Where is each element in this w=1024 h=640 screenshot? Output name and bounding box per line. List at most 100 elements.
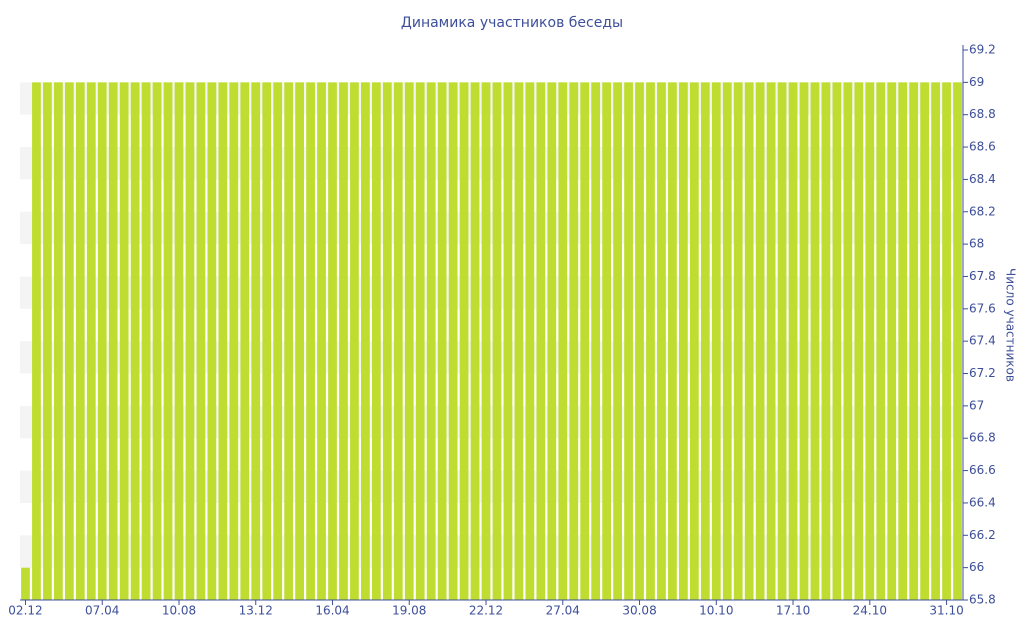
x-tick-label: 31.10 <box>929 604 963 618</box>
bar <box>481 82 491 600</box>
bar <box>766 82 776 600</box>
bar <box>624 82 633 600</box>
bar <box>284 82 294 600</box>
y-tick-label: 68.2 <box>969 204 996 218</box>
bar <box>229 82 239 600</box>
x-tick-label: 30.08 <box>622 604 656 618</box>
bar <box>854 82 864 600</box>
bar <box>689 82 699 600</box>
bar <box>909 82 919 600</box>
bar <box>448 82 458 600</box>
y-tick-label: 66.8 <box>969 431 996 445</box>
y-tick-label: 66.2 <box>969 528 996 542</box>
bar <box>755 82 765 600</box>
bar <box>317 82 326 600</box>
bar <box>657 82 666 600</box>
bar <box>700 82 710 600</box>
bar <box>251 82 261 600</box>
y-tick-label: 68.6 <box>969 140 996 154</box>
y-tick-label: 67.2 <box>969 366 996 380</box>
bar <box>32 82 41 600</box>
bar <box>273 82 283 600</box>
bar <box>141 82 151 600</box>
x-tick-label: 22.12 <box>469 604 503 618</box>
bar <box>86 82 96 600</box>
bar <box>865 82 875 600</box>
bar <box>306 82 315 600</box>
x-tick-label: 02.12 <box>8 604 42 618</box>
y-tick-label: 65.8 <box>969 593 996 607</box>
bar <box>64 82 74 600</box>
x-tick-label: 10.08 <box>162 604 196 618</box>
bar <box>152 82 162 600</box>
x-tick-label: 24.10 <box>853 604 887 618</box>
bar <box>569 82 579 600</box>
bar <box>591 82 601 600</box>
y-tick-label: 66.6 <box>969 463 996 477</box>
x-tick-label: 27.04 <box>546 604 580 618</box>
y-tick-label: 67.6 <box>969 301 996 315</box>
chart-title: Динамика участников беседы <box>401 15 623 31</box>
bar <box>163 82 173 600</box>
bar <box>75 82 85 600</box>
y-tick-label: 66 <box>969 560 984 574</box>
bar <box>602 82 612 600</box>
bar <box>21 567 30 600</box>
bar <box>777 82 787 600</box>
bar <box>119 82 129 600</box>
y-tick-label: 68.8 <box>969 107 996 121</box>
bar <box>97 82 107 600</box>
x-tick-label: 07.04 <box>85 604 119 618</box>
bar <box>887 82 897 600</box>
bar <box>558 82 568 600</box>
bar <box>536 82 546 600</box>
y-tick-label: 66.4 <box>969 495 996 509</box>
bar <box>503 82 513 600</box>
bar <box>437 82 447 600</box>
bar <box>744 82 754 600</box>
y-tick-label: 68.4 <box>969 172 996 186</box>
bar <box>415 82 425 600</box>
bar <box>843 82 853 600</box>
bar <box>371 82 381 600</box>
bar <box>53 82 63 600</box>
bar <box>492 82 502 600</box>
bar <box>942 82 951 600</box>
bar <box>426 82 436 600</box>
bar <box>898 82 908 600</box>
bar <box>788 82 798 600</box>
bar <box>722 82 732 600</box>
bar <box>821 82 831 600</box>
bar <box>108 82 118 600</box>
bar <box>295 82 304 600</box>
bar <box>953 82 962 600</box>
bar <box>832 82 842 600</box>
bar <box>635 82 644 600</box>
bar <box>799 82 809 600</box>
bar <box>130 82 140 600</box>
bar <box>218 82 228 600</box>
y-tick-label: 67.8 <box>969 269 996 283</box>
bar <box>43 82 52 600</box>
bar <box>339 82 348 600</box>
y-axis-label: Число участников <box>1004 268 1018 382</box>
bar <box>470 82 480 600</box>
bar <box>810 82 820 600</box>
y-tick-label: 67.4 <box>969 334 996 348</box>
bar <box>240 82 250 600</box>
x-tick-label: 10.10 <box>699 604 733 618</box>
bar <box>393 82 403 600</box>
bar <box>733 82 743 600</box>
bar <box>646 82 655 600</box>
bar <box>459 82 469 600</box>
y-tick-label: 67 <box>969 398 984 412</box>
y-tick-label: 68 <box>969 237 984 251</box>
bar <box>931 82 940 600</box>
bar <box>185 82 195 600</box>
x-tick-label: 13.12 <box>239 604 273 618</box>
bar <box>350 82 359 600</box>
bar <box>382 82 392 600</box>
bar <box>711 82 721 600</box>
bar <box>920 82 930 600</box>
